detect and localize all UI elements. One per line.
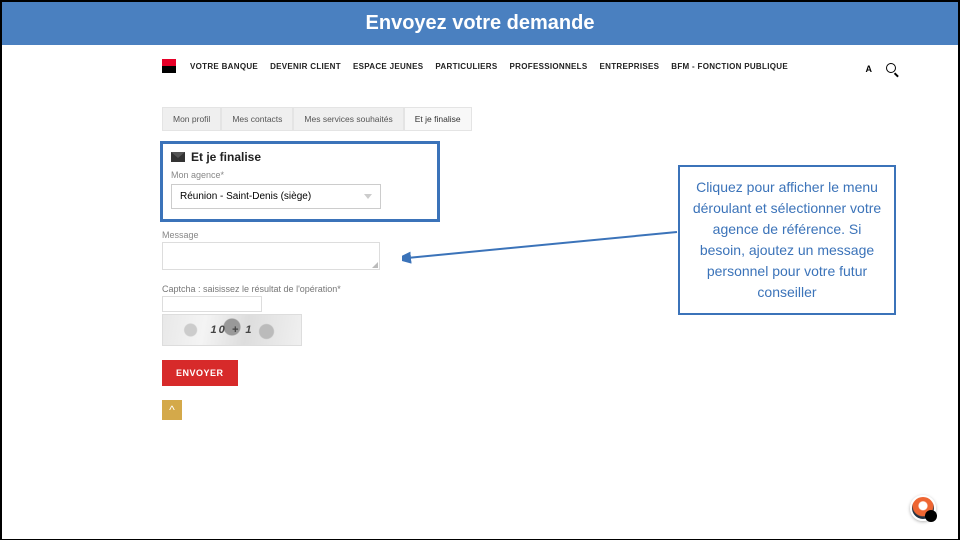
nav-item[interactable]: ENTREPRISES	[600, 62, 660, 71]
message-label: Message	[162, 230, 440, 240]
agency-selected-value: Réunion - Saint-Denis (siège)	[180, 191, 311, 202]
captcha-label: Captcha : saisissez le résultat de l'opé…	[162, 284, 440, 294]
callout-text: Cliquez pour afficher le menu déroulant …	[693, 179, 881, 300]
nav-item[interactable]: ESPACE JEUNES	[353, 62, 423, 71]
instruction-callout: Cliquez pour afficher le menu déroulant …	[678, 165, 896, 315]
envelope-icon	[171, 152, 185, 162]
tab-services[interactable]: Mes services souhaités	[293, 107, 403, 131]
agency-select[interactable]: Réunion - Saint-Denis (siège)	[171, 184, 381, 209]
submit-button[interactable]: ENVOYER	[162, 360, 238, 386]
agency-label: Mon agence*	[171, 170, 429, 180]
text-size-icon[interactable]: A	[866, 64, 873, 74]
nav-item[interactable]: PROFESSIONNELS	[510, 62, 588, 71]
tab-finalise[interactable]: Et je finalise	[404, 107, 472, 131]
chevron-down-icon	[364, 194, 372, 199]
page-title: Envoyez votre demande	[366, 12, 595, 34]
nav-item[interactable]: PARTICULIERS	[435, 62, 497, 71]
help-avatar[interactable]	[910, 495, 936, 521]
captcha-text: 10 + 1	[211, 324, 254, 336]
page-title-bar: Envoyez votre demande	[2, 2, 958, 45]
scroll-top-button[interactable]: ^	[162, 400, 182, 420]
logo-icon	[162, 59, 176, 73]
content-area: VOTRE BANQUE DEVENIR CLIENT ESPACE JEUNE…	[2, 45, 958, 539]
nav-item[interactable]: VOTRE BANQUE	[190, 62, 258, 71]
section-heading: Et je finalise	[171, 150, 429, 164]
nav-right: A	[866, 63, 899, 75]
search-icon[interactable]	[886, 63, 898, 75]
captcha-input[interactable]	[162, 296, 262, 312]
highlight-box: Et je finalise Mon agence* Réunion - Sai…	[160, 141, 440, 222]
nav-item[interactable]: DEVENIR CLIENT	[270, 62, 341, 71]
message-textarea[interactable]	[162, 242, 380, 270]
tab-contacts[interactable]: Mes contacts	[221, 107, 293, 131]
form-tabs: Mon profil Mes contacts Mes services sou…	[162, 107, 918, 131]
nav-links: VOTRE BANQUE DEVENIR CLIENT ESPACE JEUNE…	[190, 62, 788, 71]
nav-item[interactable]: BFM - FONCTION PUBLIQUE	[671, 62, 788, 71]
form-section: Et je finalise Mon agence* Réunion - Sai…	[160, 141, 440, 420]
tab-profile[interactable]: Mon profil	[162, 107, 221, 131]
captcha-image: 10 + 1	[162, 314, 302, 346]
top-nav: VOTRE BANQUE DEVENIR CLIENT ESPACE JEUNE…	[162, 59, 918, 73]
section-title: Et je finalise	[191, 150, 261, 164]
arrow-annotation	[402, 230, 682, 270]
